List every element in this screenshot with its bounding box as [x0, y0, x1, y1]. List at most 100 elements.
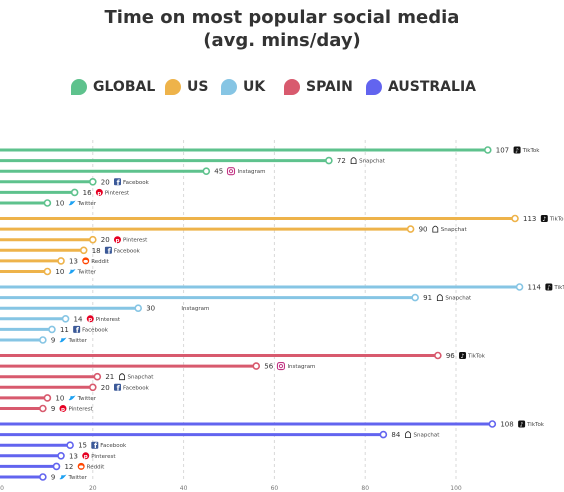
- chart-subtitle: (avg. mins/day): [203, 30, 361, 51]
- facebook-glyph: f: [117, 384, 121, 392]
- bar-end-marker: [434, 351, 442, 360]
- value-label: 11: [60, 326, 69, 334]
- value-label: 13: [69, 452, 78, 460]
- bar-end-marker: [89, 383, 97, 392]
- platform-label: Pinterest: [68, 407, 93, 413]
- platform-label: Facebook: [114, 248, 141, 254]
- platform-label: Instagram: [238, 169, 266, 175]
- value-label: 30: [146, 305, 155, 313]
- twitter-icon: [68, 269, 76, 274]
- tiktok-icon: [459, 352, 467, 359]
- value-label: 72: [337, 157, 346, 165]
- facebook-glyph: f: [108, 247, 112, 255]
- reddit-face: [78, 465, 84, 469]
- snapchat-icon: [350, 157, 357, 164]
- x-tick-label: 80: [361, 485, 369, 492]
- bar-end-marker: [411, 293, 419, 302]
- pinterest-icon: [114, 236, 121, 244]
- platform-label: Twitter: [77, 270, 97, 276]
- bar-end-marker: [43, 394, 52, 402]
- bar-end-marker: [43, 199, 52, 207]
- bar-end-marker: [43, 267, 52, 276]
- platform-label: Instagram: [287, 364, 315, 370]
- platform-label: TikTok: [522, 148, 541, 154]
- bar-end-marker: [511, 214, 519, 223]
- platform-label: Twitter: [67, 475, 87, 481]
- twitter-icon: [68, 395, 76, 401]
- legend-swatch: [165, 79, 181, 95]
- legend-label: US: [187, 79, 209, 95]
- bar-end-marker: [379, 430, 388, 439]
- value-label: 20: [101, 384, 110, 392]
- value-label: 16: [83, 189, 92, 197]
- instagram-icon: [226, 167, 236, 176]
- value-label: 90: [419, 226, 428, 234]
- platform-label: Pinterest: [123, 238, 148, 244]
- tiktok-icon: [545, 283, 553, 291]
- chart-title: Time on most popular social media: [104, 7, 460, 28]
- reddit-face: [83, 259, 88, 263]
- platform-label: Snapchat: [445, 296, 472, 302]
- snapchat-icon: [432, 225, 439, 233]
- bar-end-marker: [39, 473, 47, 481]
- instagram-lens: [278, 364, 284, 369]
- bar-end-marker: [483, 146, 492, 154]
- platform-label: Snapchat: [128, 375, 155, 381]
- tiktok-glyph: ♪: [547, 284, 551, 291]
- platform-label: Snapchat: [441, 227, 468, 233]
- legend-swatch: [284, 79, 300, 95]
- legend-item-us: US: [165, 76, 208, 98]
- tiktok-icon: [513, 146, 521, 154]
- platform-label: Instagram: [181, 306, 209, 312]
- snapchat-icon: [436, 294, 443, 301]
- platform-label: Pinterest: [105, 190, 130, 196]
- facebook-icon: [114, 383, 121, 391]
- bar-end-marker: [89, 178, 97, 186]
- facebook-glyph: f: [94, 442, 98, 450]
- pinterest-icon: [86, 315, 94, 323]
- platform-label: Facebook: [123, 385, 150, 391]
- bar-end-marker: [406, 225, 415, 233]
- bar-end-marker: [488, 420, 497, 428]
- value-label: 10: [55, 200, 64, 208]
- twitter-icon: [59, 474, 67, 480]
- bar-end-marker: [252, 362, 261, 370]
- value-label: 113: [523, 215, 536, 223]
- platform-label: Pinterest: [96, 317, 121, 323]
- legend-swatch: [221, 79, 237, 95]
- value-label: 9: [51, 405, 55, 413]
- facebook-glyph: f: [117, 179, 121, 187]
- platform-label: Twitter: [77, 396, 97, 402]
- value-label: 96: [446, 352, 455, 360]
- x-tick-label: 0: [0, 485, 4, 492]
- value-label: 18: [92, 247, 101, 255]
- bar-end-marker: [325, 156, 333, 165]
- legend-item-uk: UK: [221, 76, 265, 98]
- legend-label: SPAIN: [306, 79, 353, 95]
- platform-label: TikTok: [553, 285, 564, 291]
- platform-label: Facebook: [100, 443, 127, 449]
- value-label: 10: [55, 268, 64, 276]
- bar-end-marker: [52, 462, 61, 471]
- value-label: 9: [51, 337, 55, 345]
- bar-end-marker: [57, 257, 65, 265]
- platform-label: Twitter: [67, 338, 87, 344]
- legend-label: GLOBAL: [93, 79, 156, 95]
- value-label: 108: [500, 421, 513, 429]
- x-tick-label: 40: [180, 485, 188, 492]
- pinterest-icon: [59, 405, 67, 412]
- x-tick-label: 20: [89, 485, 97, 492]
- x-tick-label: 100: [450, 485, 462, 492]
- bar-end-marker: [70, 188, 79, 197]
- value-label: 20: [101, 236, 110, 244]
- facebook-glyph: f: [76, 326, 80, 334]
- facebook-icon: [91, 441, 99, 449]
- tiktok-glyph: ♪: [520, 421, 524, 428]
- value-label: 84: [391, 431, 400, 439]
- x-tick-label: 60: [271, 485, 279, 492]
- tiktok-icon: [540, 215, 548, 222]
- bar-end-marker: [61, 314, 70, 323]
- value-label: 56: [264, 363, 273, 371]
- platform-label: Twitter: [77, 201, 97, 207]
